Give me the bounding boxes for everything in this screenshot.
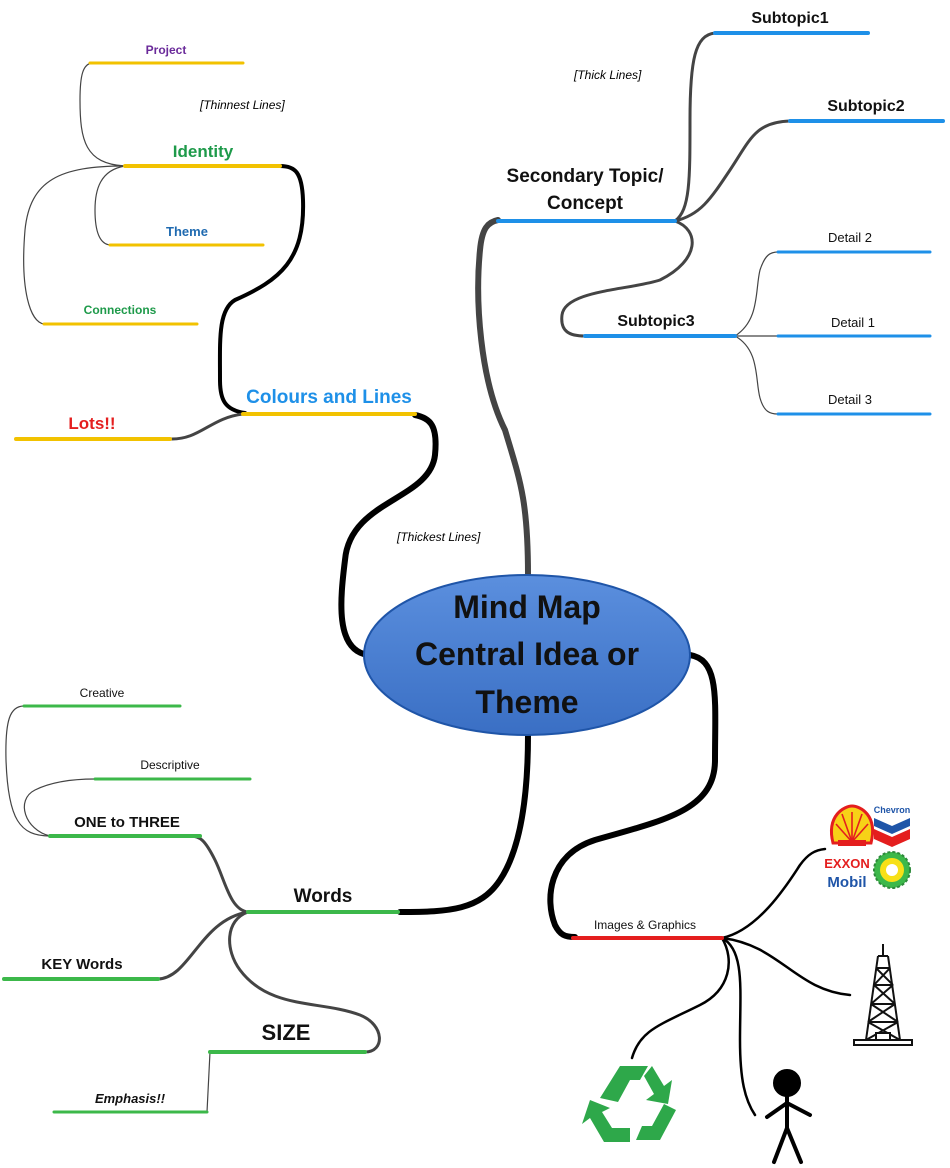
oil-company-logos-icon: Chevron EXXON Mobil [824,804,911,891]
connector-identity-theme [94,165,126,246]
connector-words-onetothree [188,834,250,914]
label-emphasis: Emphasis!! [95,1091,166,1106]
label-colours-and-lines: Colours and Lines [246,387,412,408]
label-project: Project [146,43,187,57]
label-subtopic1: Subtopic1 [751,10,828,27]
connector-words-size [228,910,381,1054]
branch-images: Images & Graphics Chevron EXXON [582,804,913,1164]
central-ellipse [363,574,691,736]
label-key-words: KEY Words [41,956,122,973]
label-theme: Theme [166,224,208,239]
chevron-logo-icon: Chevron [874,805,911,847]
label-detail1: Detail 1 [831,315,875,330]
connector-onetothree-creative [5,705,51,837]
label-subtopic3: Subtopic3 [617,313,694,330]
connector-identity-connections [23,165,126,325]
label-descriptive: Descriptive [140,758,200,772]
connector-subtopic3-detail3 [734,335,779,415]
label-images-graphics: Images & Graphics [594,918,696,932]
connector-identity-project [79,62,126,167]
note-thick: [Thick Lines] [573,68,642,82]
underlines [2,31,945,1114]
connector-central-colours [338,412,439,658]
label-lots: Lots!! [68,414,115,433]
exxon-logo-text: EXXON [824,856,870,871]
note-thinnest: [Thinnest Lines] [199,98,285,112]
connector-central-words [397,732,531,915]
exxon-mobil-logo-icon: EXXON Mobil [824,856,870,891]
connector-secondary-subtopic1 [673,31,717,223]
connector-colours-lots [168,412,245,441]
branch-words: Words ONE to THREE Creative Descriptive … [41,686,352,1106]
note-thickest: [Thickest Lines] [396,530,481,544]
connectors [5,31,852,1117]
label-creative: Creative [80,686,125,700]
shell-logo-icon [830,804,875,846]
connector-central-images [547,652,719,940]
connector-secondary-subtopic3 [560,219,694,338]
label-words: Words [294,886,353,907]
chevron-logo-text: Chevron [874,805,911,815]
bp-logo-icon [873,851,911,889]
label-one-to-three: ONE to THREE [74,814,180,831]
central-line2: Central Idea or [415,636,639,672]
oil-derrick-icon [853,944,913,1046]
connector-images-figure [720,936,757,1117]
connector-central-secondary [475,217,531,578]
connector-colours-identity [217,164,306,415]
central-line1: Mind Map [453,589,601,625]
label-size: SIZE [262,1020,311,1045]
connector-size-emphasis [206,1051,211,1113]
central-line3: Theme [475,684,578,720]
label-identity: Identity [173,142,234,161]
connector-images-recycle [630,936,730,1060]
connector-images-derrick [720,936,852,997]
branch-secondary-topic: Secondary Topic/ Concept Subtopic1 Subto… [507,10,905,407]
connector-images-logos [720,847,827,940]
branch-colours-and-lines: Colours and Lines Identity Project Theme… [68,43,411,433]
label-detail2: Detail 2 [828,230,872,245]
connector-words-keywords [156,910,250,981]
connector-onetothree-descriptive [23,778,96,837]
stick-figure-icon [765,1069,812,1164]
label-secondary-line2: Concept [547,193,624,214]
mobil-logo-text: Mobil [827,874,866,891]
recycle-icon [582,1066,676,1142]
label-subtopic2: Subtopic2 [827,98,904,115]
label-secondary-line1: Secondary Topic/ [507,166,665,187]
connector-secondary-subtopic2 [673,119,792,223]
connector-subtopic3-detail2 [734,251,779,337]
label-connections: Connections [84,303,157,317]
central-idea: Mind Map Central Idea or Theme [363,574,691,736]
label-detail3: Detail 3 [828,392,872,407]
